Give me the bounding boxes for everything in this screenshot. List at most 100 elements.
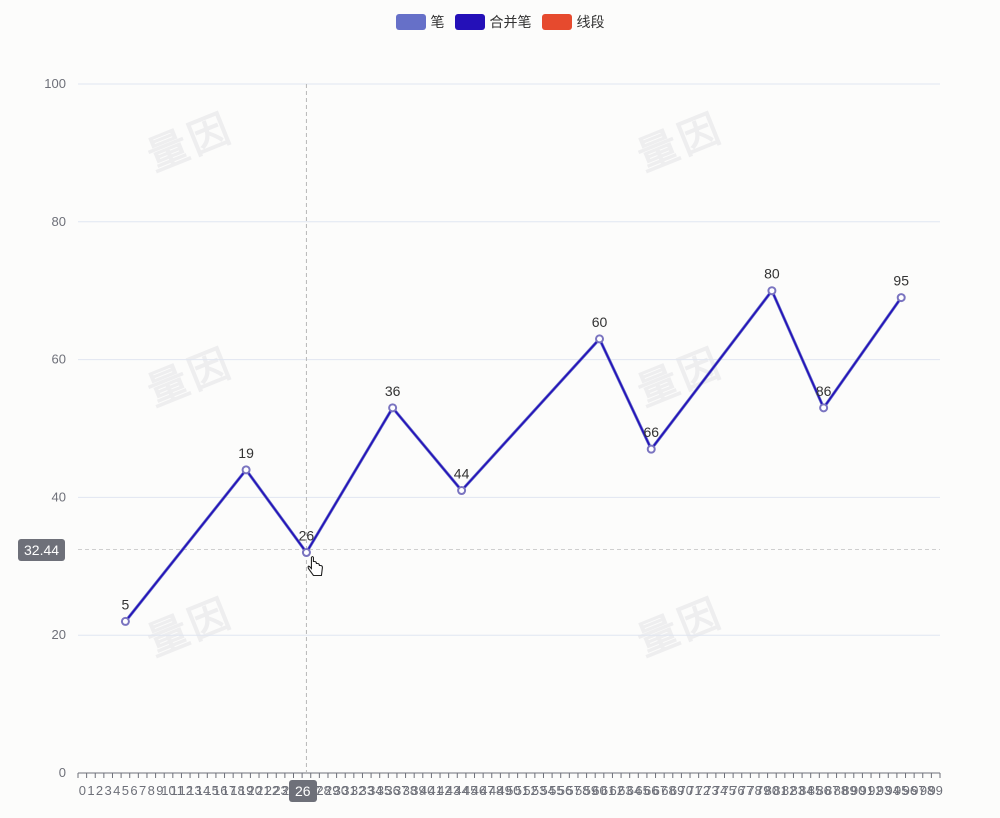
x-tick-label: 5: [122, 783, 129, 798]
x-tick-label: 28: [316, 783, 330, 798]
x-tick-label: 21: [256, 783, 270, 798]
x-tick-label: 36: [385, 783, 399, 798]
x-tick-label: 11: [170, 783, 184, 798]
x-tick-label: 1: [87, 783, 94, 798]
x-tick-label: 0: [79, 783, 86, 798]
x-tick-label: 48: [489, 783, 503, 798]
data-point: [388, 403, 398, 413]
data-point: [595, 334, 605, 344]
legend-item-bi[interactable]: 笔: [395, 12, 445, 32]
x-tick-label: 99: [928, 783, 942, 798]
x-tick-label: 41: [428, 783, 442, 798]
data-point: [819, 403, 829, 413]
x-tick-label: 2: [96, 783, 103, 798]
x-tick-label: 3: [105, 783, 112, 798]
x-tick-label: 49: [497, 783, 511, 798]
x-tick-label: 86: [816, 783, 830, 798]
x-tick-label: 62: [610, 783, 624, 798]
x-tick-label: 92: [868, 783, 882, 798]
x-tick-label: 85: [808, 783, 822, 798]
x-tick-label: 31: [342, 783, 356, 798]
x-tick-label: 58: [575, 783, 589, 798]
x-tick-label: 74: [713, 783, 727, 798]
x-tick-label: 70: [678, 783, 692, 798]
data-point: [301, 548, 311, 558]
x-tick-label: 87: [825, 783, 839, 798]
x-tick-label: 4: [113, 783, 120, 798]
legend-swatch-segment: [541, 14, 572, 30]
data-label: 95: [893, 273, 909, 289]
y-tick-label: 100: [44, 76, 66, 91]
x-tick-label: 17: [222, 783, 236, 798]
x-tick-label: 72: [696, 783, 710, 798]
x-tick-label: 54: [541, 783, 555, 798]
y-tick-label: 80: [52, 214, 66, 229]
x-tick-label: 18: [230, 783, 244, 798]
data-point: [241, 465, 251, 475]
data-label: 86: [816, 383, 832, 399]
x-tick-label: 96: [903, 783, 917, 798]
x-tick-label: 94: [885, 783, 899, 798]
x-tick-label: 47: [480, 783, 494, 798]
x-tick-label: 53: [532, 783, 546, 798]
x-tick-label: 22: [265, 783, 279, 798]
x-tick-label: 78: [747, 783, 761, 798]
legend-label-segment: 线段: [576, 14, 605, 30]
data-point: [457, 486, 467, 496]
x-tick-label: 66: [644, 783, 658, 798]
data-point: [767, 286, 777, 296]
x-tick-label: 51: [515, 783, 529, 798]
x-tick-label: 83: [791, 783, 805, 798]
x-tick-label: 57: [566, 783, 580, 798]
y-tick-label: 20: [52, 627, 66, 642]
x-tick-label: 32: [351, 783, 365, 798]
x-tick-label: 35: [377, 783, 391, 798]
x-tick-label: 29: [325, 783, 339, 798]
x-tick-label: 63: [618, 783, 632, 798]
x-tick-label: 12: [179, 783, 193, 798]
x-tick-label: 44: [454, 783, 468, 798]
x-tick-label: 68: [661, 783, 675, 798]
data-label: 66: [643, 424, 659, 440]
x-tick-label: 34: [368, 783, 382, 798]
x-tick-label: 73: [704, 783, 718, 798]
data-point: [120, 616, 130, 626]
x-tick-label: 75: [722, 783, 736, 798]
x-tick-label: 10: [161, 783, 175, 798]
data-point: [896, 293, 906, 303]
x-tick-label: 30: [334, 783, 348, 798]
legend-swatch-bi: [395, 14, 426, 30]
x-tick-label: 16: [213, 783, 227, 798]
x-tick-label: 60: [592, 783, 606, 798]
x-tick-label: 8: [148, 783, 155, 798]
x-tick-label: 14: [196, 783, 210, 798]
x-tick-label: 46: [472, 783, 486, 798]
series-line: [124, 289, 902, 622]
legend-swatch-merged-bi: [454, 14, 485, 30]
x-tick-label: 93: [877, 783, 891, 798]
legend-item-segment[interactable]: 线段: [541, 12, 605, 32]
x-tick-label: 52: [523, 783, 537, 798]
hand-cursor-icon: [307, 555, 323, 577]
x-tick-label: 77: [739, 783, 753, 798]
x-tick-label: 13: [187, 783, 201, 798]
x-tick-label: 38: [403, 783, 417, 798]
axis-pointer-x-label: 26: [289, 780, 317, 802]
legend-item-merged-bi[interactable]: 合并笔: [454, 12, 532, 32]
x-tick-label: 81: [773, 783, 787, 798]
x-tick-label: 7: [139, 783, 146, 798]
x-tick-label: 88: [834, 783, 848, 798]
y-tick-label: 0: [59, 765, 66, 780]
x-tick-label: 80: [765, 783, 779, 798]
x-tick-label: 20: [247, 783, 261, 798]
x-tick-label: 42: [437, 783, 451, 798]
x-tick-label: 82: [782, 783, 796, 798]
x-tick-label: 23: [273, 783, 287, 798]
x-tick-label: 89: [842, 783, 856, 798]
legend: 笔 合并笔 线段: [0, 12, 1000, 32]
data-label: 60: [592, 314, 608, 330]
x-tick-label: 64: [627, 783, 641, 798]
data-point: [646, 444, 656, 454]
x-tick-label: 56: [558, 783, 572, 798]
